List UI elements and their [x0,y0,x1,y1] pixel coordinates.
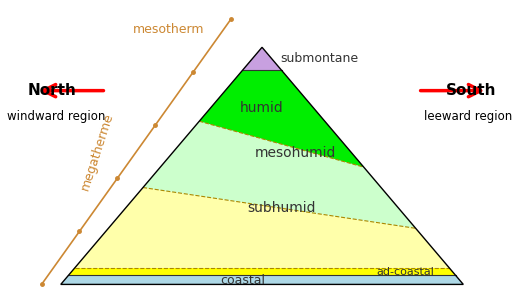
Text: South: South [446,83,497,98]
Polygon shape [199,70,364,167]
Polygon shape [75,188,449,268]
Text: ad-coastal: ad-coastal [377,267,435,277]
Text: humid: humid [240,102,284,115]
Text: subhumid: subhumid [247,201,316,215]
Text: mesohumid: mesohumid [255,146,336,160]
Polygon shape [143,121,416,228]
Text: submontane: submontane [280,52,359,65]
Text: leeward region: leeward region [424,110,512,123]
Text: mesotherm: mesotherm [133,23,204,36]
Text: windward region: windward region [7,110,105,123]
Text: North: North [27,83,76,98]
Text: megatherme: megatherme [78,111,115,192]
Polygon shape [242,47,281,70]
Polygon shape [61,276,463,284]
Text: coastal: coastal [221,274,265,287]
Polygon shape [69,268,456,276]
